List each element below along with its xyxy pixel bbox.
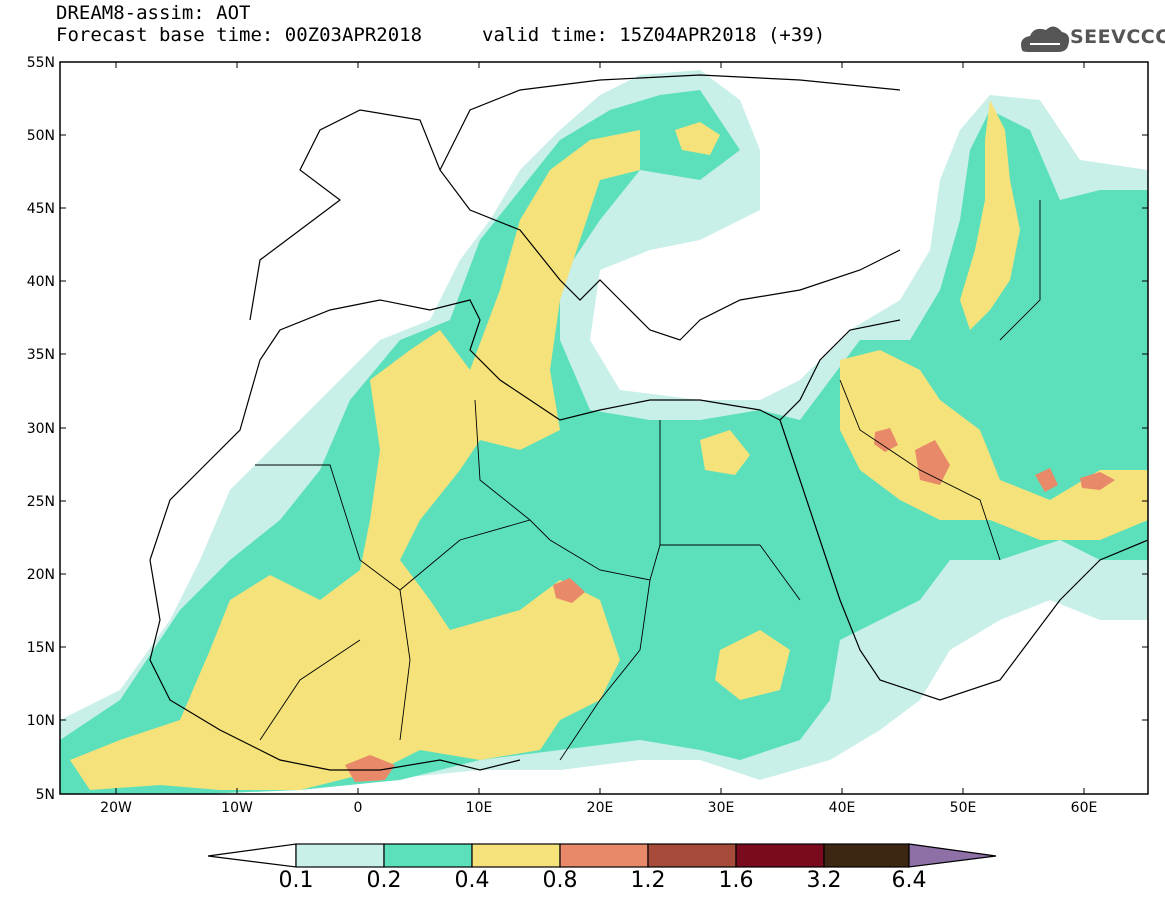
lat-label: 5N: [36, 787, 55, 803]
colorbar-label: 1.6: [718, 868, 754, 893]
aot-fields: [60, 70, 1148, 794]
colorbar-label: 3.2: [806, 868, 842, 893]
country-borders: [255, 200, 1041, 761]
colorbar-swatch: [383, 843, 473, 868]
aot-band-yellow-east: [840, 350, 1148, 540]
aot-band-yellow-africa2: [715, 630, 790, 700]
lon-labels: 20W 10W 0 10E 20E 30E 40E 50E 60E: [100, 800, 1097, 816]
lat-label: 10N: [27, 713, 55, 729]
coastline-europe: [249, 74, 901, 341]
lat-label: 45N: [27, 201, 55, 217]
aot-band-orange-2: [553, 578, 585, 603]
aot-band-yellow-caspian: [960, 100, 1020, 330]
aot-band-orange-3: [915, 440, 950, 485]
colorbar-swatch-over: [908, 843, 997, 868]
colorbar-label: 0.2: [366, 868, 402, 893]
lon-label: 60E: [1071, 800, 1098, 816]
colorbar-label: 1.2: [630, 868, 666, 893]
colorbar-swatch: [823, 843, 910, 868]
lon-label: 10W: [221, 800, 253, 816]
colorbar-swatch: [559, 843, 649, 868]
colorbar-swatch-under: [207, 843, 297, 868]
lon-label: 20W: [100, 800, 132, 816]
lon-label: 0: [354, 800, 363, 816]
colorbar-label: 6.4: [891, 868, 927, 893]
lon-label: 30E: [708, 800, 735, 816]
lat-label: 50N: [27, 128, 55, 144]
lon-label: 40E: [829, 800, 856, 816]
lat-label: 55N: [27, 55, 55, 71]
lat-ticks: [60, 61, 1148, 721]
colorbar-swatch: [295, 843, 385, 868]
lon-ticks: [115, 62, 1085, 794]
coastline: [149, 299, 1148, 771]
lon-label: 50E: [950, 800, 977, 816]
lon-label: 20E: [587, 800, 614, 816]
lat-label: 40N: [27, 274, 55, 290]
lat-label: 25N: [27, 494, 55, 510]
aot-band-orange-6: [1080, 472, 1115, 490]
lat-label: 20N: [27, 567, 55, 583]
lon-label: 10E: [466, 800, 493, 816]
aot-band-orange-4: [874, 428, 898, 452]
colorbar-swatch: [471, 843, 561, 868]
lat-label: 35N: [27, 347, 55, 363]
lat-label: 15N: [27, 640, 55, 656]
aot-band-yellow-egypt: [700, 430, 750, 475]
lat-label: 30N: [27, 421, 55, 437]
colorbar-label: 0.8: [542, 868, 578, 893]
logo-text: SEEVCCC: [1070, 26, 1165, 48]
valid-time: valid time: 15Z04APR2018 (+39): [482, 24, 826, 46]
colorbar-label: 0.4: [454, 868, 490, 893]
aot-band-yellow: [70, 130, 640, 790]
map-title: DREAM8-assim: AOT: [56, 2, 251, 24]
aot-band-yellow-ua: [675, 122, 720, 155]
colorbar: [207, 843, 997, 868]
lat-labels: 55N 50N 45N 40N 35N 30N 25N 20N 15N 10N …: [27, 55, 55, 803]
aot-band-orange-5: [1035, 468, 1058, 492]
forecast-base-time: Forecast base time: 00Z03APR2018: [56, 24, 423, 46]
colorbar-swatch: [735, 843, 825, 868]
colorbar-swatch: [647, 843, 737, 868]
aot-band-orange-1: [345, 755, 395, 782]
colorbar-label: 0.1: [278, 868, 314, 893]
cloud-logo-icon: [1021, 26, 1070, 52]
